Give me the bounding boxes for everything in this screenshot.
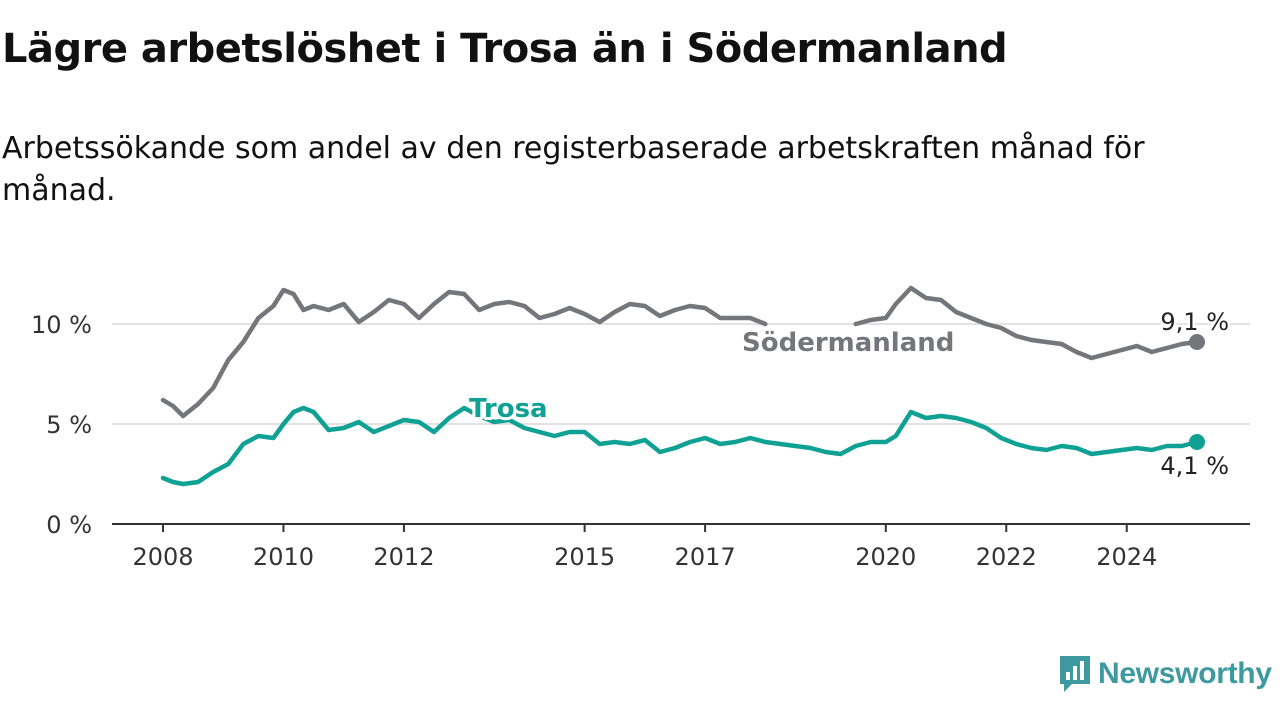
newsworthy-logo-icon	[1060, 656, 1090, 692]
x-tick-label: 2008	[132, 543, 193, 571]
end-value-label: 4,1 %	[1160, 452, 1229, 480]
x-tick-label: 2024	[1096, 543, 1157, 571]
newsworthy-logo-text: Newsworthy	[1098, 657, 1272, 690]
x-tick-label: 2012	[373, 543, 434, 571]
chart-subtitle: Arbetssökande som andel av den registerb…	[2, 131, 1145, 208]
end-value-label: 9,1 %	[1160, 308, 1229, 336]
end-marker-trosa	[1189, 434, 1205, 450]
series-line-södermanland	[160, 285, 1200, 419]
series-line-trosa	[160, 405, 1200, 487]
y-tick-label: 10 %	[31, 311, 92, 339]
x-tick-label: 2010	[253, 543, 314, 571]
x-tick-label: 2022	[976, 543, 1037, 571]
y-tick-label: 0 %	[46, 511, 92, 539]
y-tick-label: 5 %	[46, 411, 92, 439]
series-label-sodermanland: Södermanland	[742, 328, 954, 358]
end-marker-södermanland	[1189, 334, 1205, 350]
chart-title: Lägre arbetslöshet i Trosa än i Söderman…	[2, 26, 1008, 72]
series-label-trosa: Trosa	[469, 394, 548, 424]
x-tick-label: 2020	[855, 543, 916, 571]
newsworthy-logo: Newsworthy	[1058, 654, 1272, 694]
x-tick-label: 2017	[675, 543, 736, 571]
x-tick-label: 2015	[554, 543, 615, 571]
